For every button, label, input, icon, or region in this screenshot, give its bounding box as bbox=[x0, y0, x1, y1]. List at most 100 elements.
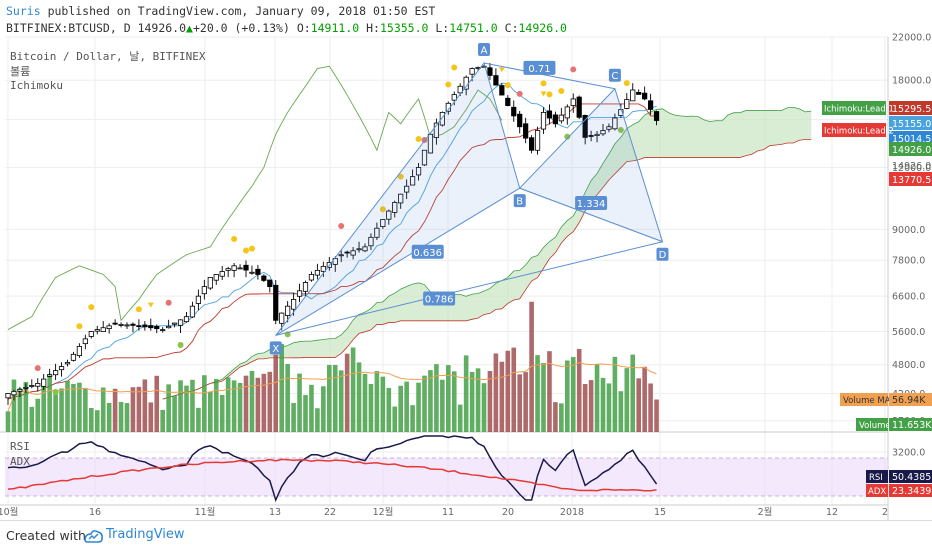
signal-dot bbox=[617, 127, 624, 134]
signal-dot bbox=[231, 236, 238, 243]
volume-bar bbox=[41, 383, 46, 432]
volume-bar bbox=[178, 380, 183, 432]
pattern-point-badge bbox=[608, 68, 621, 82]
volume-bar bbox=[303, 395, 308, 432]
candle-body bbox=[290, 299, 297, 310]
volume-bar bbox=[17, 388, 23, 432]
pattern-ratio-badge bbox=[411, 244, 444, 259]
volume-bar bbox=[285, 364, 290, 432]
candle-body bbox=[404, 185, 410, 193]
volume-bar bbox=[89, 407, 94, 432]
volume-label-bg bbox=[856, 418, 888, 431]
volume-bar bbox=[493, 353, 499, 432]
volume-bar bbox=[374, 371, 380, 432]
volume-bar bbox=[202, 375, 207, 432]
x-tick-label: 15 bbox=[654, 507, 666, 518]
volume-bar bbox=[422, 375, 427, 432]
volume-bar bbox=[213, 379, 219, 432]
price-label: 13770.5 bbox=[892, 175, 931, 186]
pattern-xd-line bbox=[275, 241, 663, 336]
candle-body bbox=[415, 167, 422, 176]
volume-bar bbox=[624, 368, 630, 432]
y-tick-label: 9000.0 bbox=[892, 225, 925, 236]
signal-dot bbox=[546, 91, 553, 98]
pattern-xab-triangle bbox=[275, 61, 521, 336]
volume-bar bbox=[487, 371, 493, 432]
candle-body bbox=[219, 271, 225, 277]
last-price: 14926.0 bbox=[137, 21, 187, 35]
signal-dot bbox=[165, 299, 172, 306]
y-tick-label: 12000.0 bbox=[892, 163, 931, 174]
candle-body bbox=[427, 133, 434, 154]
pattern-point-label: B bbox=[516, 197, 523, 208]
pattern-ratio-badge bbox=[523, 60, 556, 75]
candle-body bbox=[237, 267, 243, 270]
price-label: 14926.0 bbox=[892, 145, 931, 156]
volume-bar bbox=[273, 354, 279, 432]
pattern-point-label: A bbox=[481, 45, 488, 56]
candle-body bbox=[487, 67, 493, 76]
volume-bar bbox=[71, 383, 76, 432]
candle-body bbox=[612, 117, 618, 130]
signal-dot bbox=[177, 341, 184, 348]
candle-body bbox=[183, 316, 190, 323]
rsi-value: 50.4385 bbox=[892, 472, 931, 483]
volume-bar bbox=[463, 355, 469, 432]
candle-body bbox=[368, 236, 374, 247]
candle-body bbox=[493, 75, 499, 86]
volume-bar bbox=[208, 391, 213, 432]
candle-body bbox=[588, 135, 594, 137]
pattern-ratio-badge bbox=[575, 195, 608, 210]
volume-bar bbox=[410, 405, 415, 432]
candle-body bbox=[255, 268, 261, 275]
candle-body bbox=[207, 277, 213, 289]
volume-bar bbox=[291, 403, 296, 432]
volume-ma-label: Volume MA bbox=[843, 396, 891, 406]
chart-canvas[interactable]: X A B C D 0.636 0.71 1.334 0.786 22000.0 18000.0 1… bbox=[0, 0, 932, 520]
volume-bar bbox=[434, 364, 439, 432]
ichimoku-base-line bbox=[7, 103, 657, 400]
volume-bar bbox=[53, 390, 58, 432]
pattern-bd-line bbox=[519, 187, 663, 243]
candle-body bbox=[64, 362, 71, 365]
candle-body bbox=[517, 113, 523, 128]
signal-dot bbox=[570, 66, 577, 73]
candle-body bbox=[320, 265, 326, 272]
volume-bar bbox=[267, 371, 273, 432]
candle-body bbox=[386, 210, 392, 220]
adx-label-bg bbox=[866, 484, 888, 497]
pattern-point-label: D bbox=[659, 250, 667, 261]
candle-body bbox=[564, 106, 570, 119]
author-link[interactable]: Suris bbox=[6, 4, 41, 18]
ichimoku-lagging-line bbox=[7, 65, 503, 331]
volume-bar bbox=[535, 355, 540, 432]
y-tick-label: 22000.0 bbox=[892, 33, 931, 44]
volume-bar bbox=[225, 377, 231, 432]
candle-body bbox=[576, 96, 582, 118]
pattern-point-badge bbox=[656, 247, 669, 261]
candle-body bbox=[82, 338, 88, 345]
x-tick-label: 11월 bbox=[195, 506, 216, 518]
volume-bar bbox=[368, 383, 374, 432]
volume-bar bbox=[636, 378, 641, 432]
volume-bar bbox=[35, 398, 41, 432]
volume-bar bbox=[77, 382, 82, 432]
signal-dot bbox=[445, 81, 452, 88]
candle-body bbox=[17, 389, 23, 392]
volume-bar bbox=[172, 395, 177, 432]
adx-value-bg bbox=[889, 484, 932, 497]
candle-body bbox=[540, 111, 547, 130]
volume-bar bbox=[648, 383, 653, 432]
signal-dot bbox=[88, 304, 95, 311]
rsi-value-bg bbox=[889, 470, 932, 483]
signal-dot bbox=[397, 173, 404, 180]
volume-bar bbox=[11, 379, 17, 432]
tradingview-brand[interactable]: TradingView bbox=[106, 527, 185, 542]
adx-label: ADX bbox=[10, 455, 30, 468]
footer: Created with TradingView bbox=[0, 520, 932, 551]
volume-bar bbox=[309, 384, 314, 432]
volume-bar bbox=[249, 371, 255, 432]
volume-bar bbox=[297, 373, 302, 432]
volume-bar bbox=[576, 348, 582, 432]
volume-bar bbox=[29, 406, 35, 432]
